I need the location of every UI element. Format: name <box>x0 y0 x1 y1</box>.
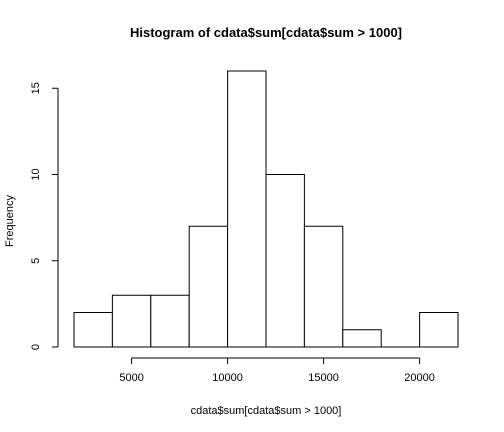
y-axis: 0 5 10 15 <box>30 82 58 350</box>
histogram-bar-4 <box>228 71 266 347</box>
x-axis: 5000 10000 15000 20000 <box>119 358 435 384</box>
histogram-bar-0 <box>74 313 112 348</box>
x-tick-label-3: 20000 <box>404 372 435 384</box>
x-tick-label-0: 5000 <box>119 372 143 384</box>
histogram-bar-3 <box>189 226 227 347</box>
y-tick-label-1: 5 <box>30 258 42 264</box>
x-tick-label-1: 10000 <box>212 372 243 384</box>
y-tick-label-0: 0 <box>30 344 42 350</box>
x-tick-label-2: 15000 <box>308 372 339 384</box>
histogram-bar-6 <box>304 226 342 347</box>
histogram-bar-5 <box>266 175 304 348</box>
y-tick-label-3: 15 <box>30 82 42 94</box>
y-axis-label: Frequency <box>4 195 16 247</box>
y-tick-label-2: 10 <box>30 168 42 180</box>
histogram-bar-1 <box>112 295 150 347</box>
histogram-bars <box>74 71 458 347</box>
chart-title: Histogram of cdata$sum[cdata$sum > 1000] <box>130 25 402 40</box>
histogram-bar-7 <box>343 330 381 347</box>
histogram-bar-2 <box>151 295 189 347</box>
histogram-bar-9 <box>420 313 458 348</box>
x-axis-label: cdata$sum[cdata$sum > 1000] <box>191 405 342 417</box>
